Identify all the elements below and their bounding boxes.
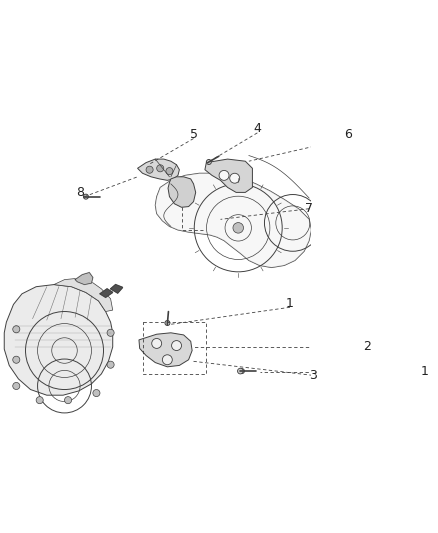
Circle shape: [162, 355, 172, 365]
Circle shape: [93, 390, 100, 397]
Text: 1: 1: [286, 296, 294, 310]
Circle shape: [64, 397, 71, 403]
Text: 2: 2: [363, 341, 371, 353]
Polygon shape: [205, 159, 252, 192]
Circle shape: [152, 338, 162, 349]
Circle shape: [237, 368, 243, 374]
Circle shape: [172, 341, 181, 351]
Circle shape: [219, 171, 229, 180]
Polygon shape: [100, 289, 113, 297]
Circle shape: [107, 361, 114, 368]
Circle shape: [230, 173, 240, 183]
Polygon shape: [75, 272, 93, 285]
Circle shape: [166, 167, 173, 175]
Text: 3: 3: [309, 369, 317, 382]
Circle shape: [240, 369, 244, 374]
Text: 6: 6: [344, 128, 352, 141]
Polygon shape: [155, 173, 311, 268]
Circle shape: [146, 166, 153, 173]
Circle shape: [165, 320, 170, 326]
Circle shape: [36, 397, 43, 403]
Text: 4: 4: [254, 122, 261, 135]
Circle shape: [157, 165, 164, 172]
Circle shape: [206, 159, 211, 165]
Polygon shape: [111, 285, 123, 293]
Circle shape: [84, 194, 88, 199]
Circle shape: [13, 383, 20, 390]
Circle shape: [233, 223, 244, 233]
Polygon shape: [138, 159, 180, 180]
Text: 5: 5: [190, 128, 198, 141]
Polygon shape: [168, 177, 196, 207]
Text: 8: 8: [76, 186, 84, 199]
Text: 7: 7: [305, 202, 313, 215]
Circle shape: [13, 326, 20, 333]
Text: 1: 1: [421, 365, 429, 378]
Circle shape: [13, 356, 20, 364]
Polygon shape: [54, 278, 113, 311]
Polygon shape: [139, 333, 192, 367]
Circle shape: [107, 329, 114, 336]
Polygon shape: [4, 285, 113, 395]
